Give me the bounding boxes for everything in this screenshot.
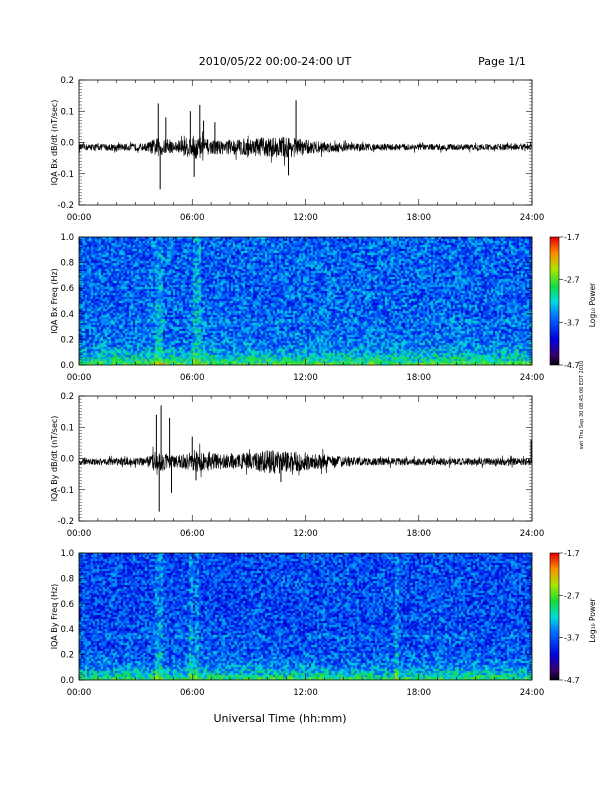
x-axis-label: Universal Time (hh:mm) (214, 712, 347, 725)
series-line (78, 443, 533, 478)
colorbar-frame (549, 552, 560, 681)
y-tick-label: 0.0 (60, 361, 74, 371)
x-tick-label: 18:00 (407, 373, 432, 383)
x-tick-label: 06:00 (180, 213, 205, 223)
x-tick-label: 24:00 (520, 688, 545, 698)
colorbar-frame (549, 236, 560, 366)
colorbar-tick-label: -2.7 (564, 591, 580, 600)
x-tick-label: 12:00 (293, 688, 318, 698)
colorbar-tick-label: -3.7 (564, 318, 580, 327)
y-tick-label: -0.1 (57, 486, 74, 496)
plot-frame (78, 79, 533, 206)
colorbar-tick-label: -3.7 (564, 634, 580, 643)
y-axis-label: IQA By Freq (Hz) (50, 584, 59, 650)
y-tick-label: 0.2 (60, 76, 74, 86)
x-tick-label: 12:00 (293, 373, 318, 383)
colorbar-tick-label: -1.7 (564, 233, 580, 242)
colorbar-canvas (550, 553, 559, 680)
y-tick-label: -0.2 (57, 201, 74, 211)
colorbar-label: Log₁₀ Power (588, 282, 597, 327)
y-tick-label: 0.4 (60, 310, 74, 320)
y-tick-label: 0.8 (60, 259, 74, 269)
y-tick-label: 0.2 (60, 392, 74, 402)
colorbar (550, 553, 559, 680)
x-tick-label: 00:00 (67, 529, 92, 539)
x-tick-label: 18:00 (407, 213, 432, 223)
colorbar-tick-label: -1.7 (564, 549, 580, 558)
x-tick-label: 18:00 (407, 688, 432, 698)
y-tick-label: 0.1 (60, 107, 74, 117)
x-tick-label: 00:00 (67, 213, 92, 223)
spectrogram (79, 553, 532, 680)
x-tick-label: 06:00 (180, 688, 205, 698)
line-panel-2 (78, 405, 533, 512)
x-tick-label: 12:00 (293, 529, 318, 539)
y-tick-label: 1.0 (60, 549, 74, 559)
y-tick-label: 0.0 (60, 139, 74, 149)
x-tick-label: 24:00 (520, 373, 545, 383)
y-tick-label: 0.8 (60, 574, 74, 584)
y-tick-label: 0.0 (60, 676, 74, 686)
colorbar (550, 237, 559, 365)
spectrogram-canvas (79, 237, 532, 365)
spectrogram-canvas (79, 553, 532, 680)
y-tick-label: 0.2 (60, 651, 74, 661)
y-tick-label: 0.1 (60, 423, 74, 433)
colorbar-tick-label: -4.7 (564, 676, 580, 685)
y-axis-label: IQA Bx dB/dt (nT/sec) (50, 100, 59, 186)
page-title: 2010/05/22 00:00-24:00 UT (199, 55, 352, 68)
y-tick-label: 0.4 (60, 625, 74, 635)
x-tick-label: 24:00 (520, 213, 545, 223)
panels: 0.2 0.1 0.0 -0.1 -0.2 IQA Bx dB/dt (nT/sec) 00… (50, 76, 597, 698)
x-tick-label: 06:00 (180, 373, 205, 383)
x-tick-label: 00:00 (67, 373, 92, 383)
y-tick-label: 1.0 (60, 233, 74, 243)
y-axis-label: IQA By dB/dt (nT/sec) (50, 416, 59, 502)
x-tick-label: 24:00 (520, 529, 545, 539)
x-tick-label: 06:00 (180, 529, 205, 539)
colorbar-canvas (550, 237, 559, 365)
y-tick-label: 0.6 (60, 600, 74, 610)
spectrogram (79, 237, 532, 365)
series-line (78, 131, 533, 166)
colorbar-tick-label: -2.7 (564, 276, 580, 285)
y-tick-label: 0.0 (60, 455, 74, 465)
x-tick-label: 00:00 (67, 688, 92, 698)
y-axis-label: IQA Bx Freq (Hz) (50, 268, 59, 334)
x-tick-label: 12:00 (293, 213, 318, 223)
y-tick-label: -0.2 (57, 517, 74, 527)
line-panel-0 (78, 100, 533, 190)
side-note: swt Thu Sep 30 08:45:06 EDT 2010 (579, 361, 585, 450)
colorbar-tick-label: -4.7 (564, 361, 580, 370)
y-tick-label: -0.1 (57, 170, 74, 180)
x-tick-label: 18:00 (407, 529, 432, 539)
colorbar-label: Log₁₀ Power (588, 597, 597, 642)
y-tick-label: 0.6 (60, 284, 74, 294)
y-tick-label: 0.2 (60, 335, 74, 345)
page-number: Page 1/1 (478, 55, 526, 68)
